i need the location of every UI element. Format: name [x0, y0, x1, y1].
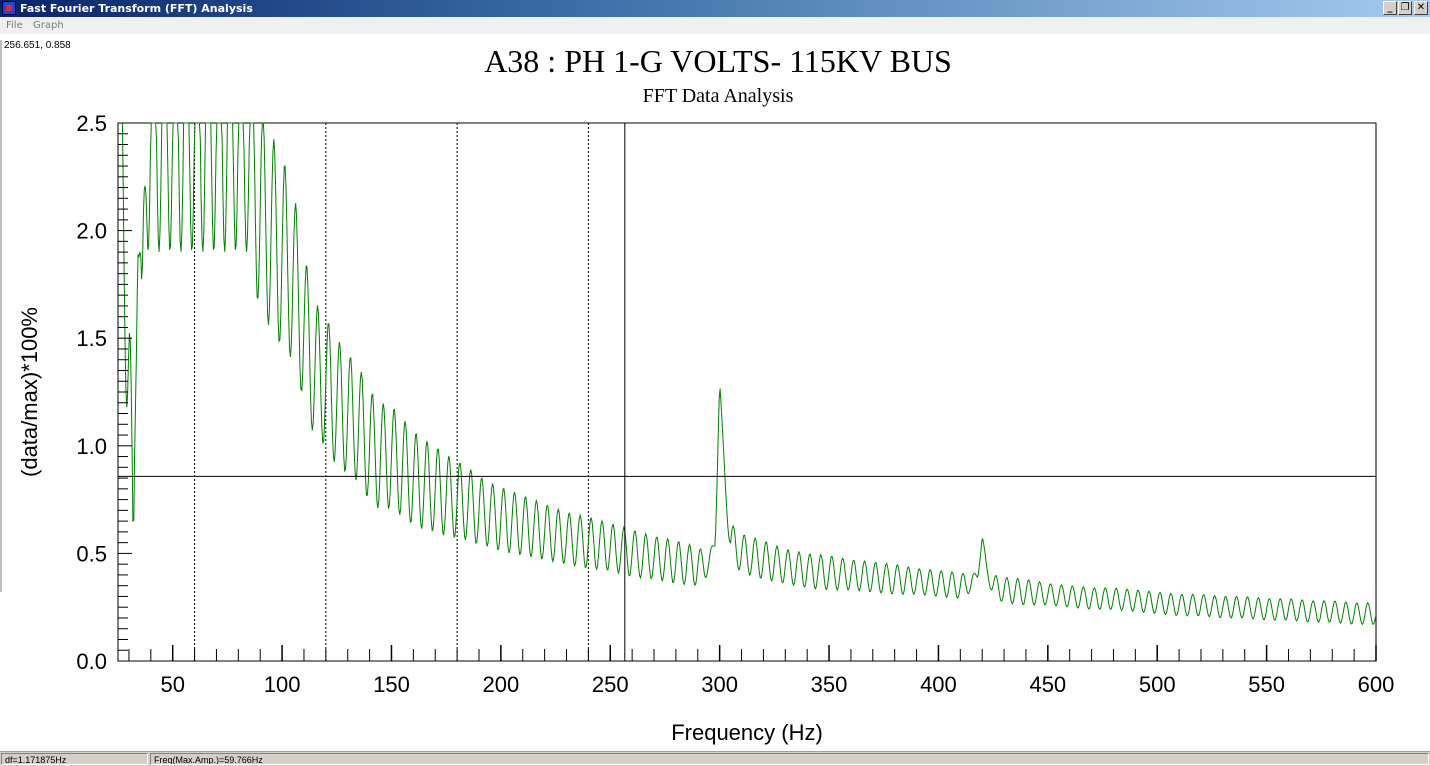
left-border	[0, 40, 2, 592]
app-icon	[2, 1, 16, 15]
y-tick-label: 0.5	[76, 541, 107, 566]
cursor-crosshair	[118, 123, 1376, 661]
fft-trace-group	[118, 122, 1377, 626]
menu-bar: File Graph	[0, 17, 1430, 34]
cursor-readout: 256.651, 0.858	[4, 40, 71, 51]
x-tick-label: 300	[701, 672, 738, 697]
chart-title: A38 : PH 1-G VOLTS- 115KV BUS	[484, 43, 952, 79]
chart-subtitle: FFT Data Analysis	[643, 85, 794, 107]
menu-file[interactable]: File	[6, 20, 23, 31]
menu-graph[interactable]: Graph	[33, 20, 64, 31]
x-tick-label: 200	[483, 672, 520, 697]
x-tick-label: 550	[1248, 672, 1285, 697]
axis-ticks: 50 100 150 200 250 300 350 400 450 500 550 600 0.0 0.…	[76, 111, 1394, 697]
status-df: df=1.171875Hz	[1, 753, 148, 765]
x-tick-label: 150	[373, 672, 410, 697]
y-tick-label: 1.0	[76, 434, 107, 459]
y-tick-label: 2.5	[76, 111, 107, 136]
window-title: Fast Fourier Transform (FFT) Analysis	[20, 2, 253, 15]
y-tick-label: 1.5	[76, 326, 107, 351]
status-bar: df=1.171875Hz Freq(Max.Amp.)=59.766Hz	[0, 751, 1430, 766]
x-axis-label: Frequency (Hz)	[671, 720, 823, 745]
y-tick-label: 0.0	[76, 649, 107, 674]
x-tick-label: 50	[160, 672, 184, 697]
fft-chart[interactable]: A38 : PH 1-G VOLTS- 115KV BUS FFT Data A…	[0, 34, 1430, 751]
x-tick-label: 450	[1029, 672, 1066, 697]
plot-area	[117, 122, 1377, 662]
x-tick-label: 100	[264, 672, 301, 697]
x-tick-label: 400	[920, 672, 957, 697]
x-tick-label: 600	[1358, 672, 1395, 697]
fft-trace	[118, 122, 1377, 626]
title-bar: Fast Fourier Transform (FFT) Analysis _ …	[0, 0, 1430, 17]
minimize-button[interactable]: _	[1383, 1, 1397, 15]
y-tick-label: 2.0	[76, 219, 107, 244]
status-freq-max: Freq(Max.Amp.)=59.766Hz	[150, 753, 1429, 765]
x-tick-label: 250	[592, 672, 629, 697]
x-tick-label: 350	[811, 672, 848, 697]
x-tick-label: 500	[1139, 672, 1176, 697]
y-axis-label: (data/max)*100%	[17, 307, 42, 477]
maximize-button[interactable]: ❐	[1398, 1, 1412, 15]
close-button[interactable]: ✕	[1414, 1, 1428, 15]
